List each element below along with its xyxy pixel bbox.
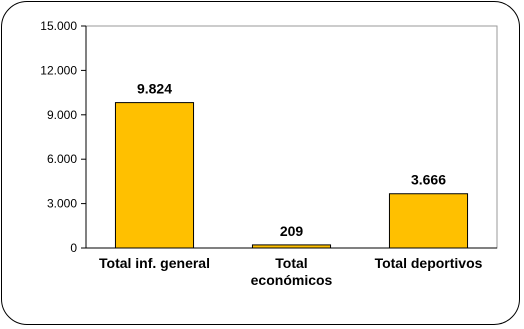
bar [114,102,195,249]
y-tick-label: 0 [70,241,77,255]
x-tick-label: económicos [251,272,333,288]
y-tick-label: 15.000 [40,19,77,33]
bar [251,244,332,249]
bars [114,102,469,249]
y-tick-label: 3.000 [47,197,77,211]
data-labels: 9.824 209 3.666 [137,81,446,239]
data-label: 3.666 [411,172,446,188]
y-tick-label: 9.000 [47,108,77,122]
data-label: 9.824 [137,81,172,97]
y-tick-label: 12.000 [40,63,77,77]
x-tick-label: Total inf. general [99,255,210,271]
x-tick-label: Total deportivos [375,255,483,271]
bar [388,193,469,249]
y-tick-label: 6.000 [47,152,77,166]
x-tick-label: Total [275,255,307,271]
data-label: 209 [280,223,304,239]
